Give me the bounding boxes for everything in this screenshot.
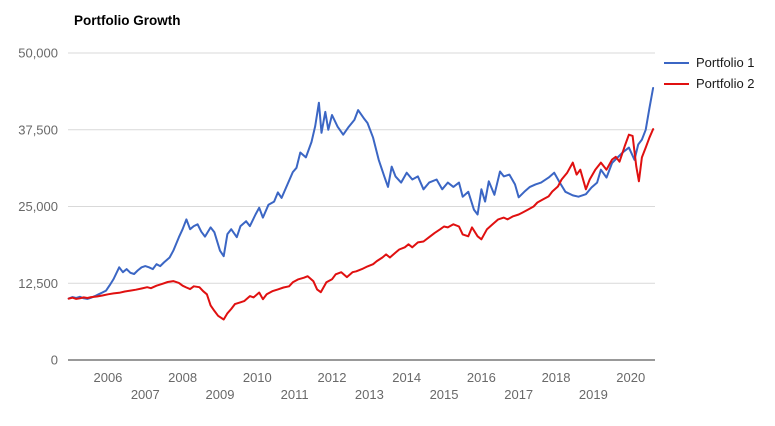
- x-tick-label: 2007: [131, 387, 160, 402]
- y-tick-label: 37,500: [18, 122, 58, 137]
- legend: Portfolio 1 Portfolio 2: [664, 53, 755, 93]
- y-tick-label: 12,500: [18, 276, 58, 291]
- series-line-2[interactable]: [67, 128, 655, 321]
- x-tick-label: 2006: [93, 370, 122, 385]
- x-tick-label: 2008: [168, 370, 197, 385]
- x-tick-label: 2020: [616, 370, 645, 385]
- legend-item-portfolio-1[interactable]: Portfolio 1: [664, 53, 755, 72]
- y-tick-label: 50,000: [18, 46, 58, 61]
- x-tick-label: 2012: [318, 370, 347, 385]
- legend-label-2: Portfolio 2: [696, 76, 755, 91]
- legend-label-1: Portfolio 1: [696, 55, 755, 70]
- x-tick-label: 2017: [504, 387, 533, 402]
- legend-line-swatch-1: [664, 61, 689, 64]
- x-tick-label: 2018: [542, 370, 571, 385]
- x-tick-label: 2016: [467, 370, 496, 385]
- x-tick-label: 2010: [243, 370, 272, 385]
- x-tick-label: 2011: [281, 387, 309, 402]
- x-tick-label: 2015: [430, 387, 459, 402]
- y-tick-label: 25,000: [18, 199, 58, 214]
- legend-line-swatch-2: [664, 82, 689, 85]
- series-line-1[interactable]: [67, 87, 655, 300]
- chart-title: Portfolio Growth: [74, 13, 181, 28]
- x-tick-label: 2009: [206, 387, 235, 402]
- x-tick-label: 2019: [579, 387, 608, 402]
- legend-item-portfolio-2[interactable]: Portfolio 2: [664, 74, 755, 93]
- x-tick-label: 2013: [355, 387, 384, 402]
- x-tick-label: 2014: [392, 370, 421, 385]
- y-tick-label: 0: [51, 353, 58, 368]
